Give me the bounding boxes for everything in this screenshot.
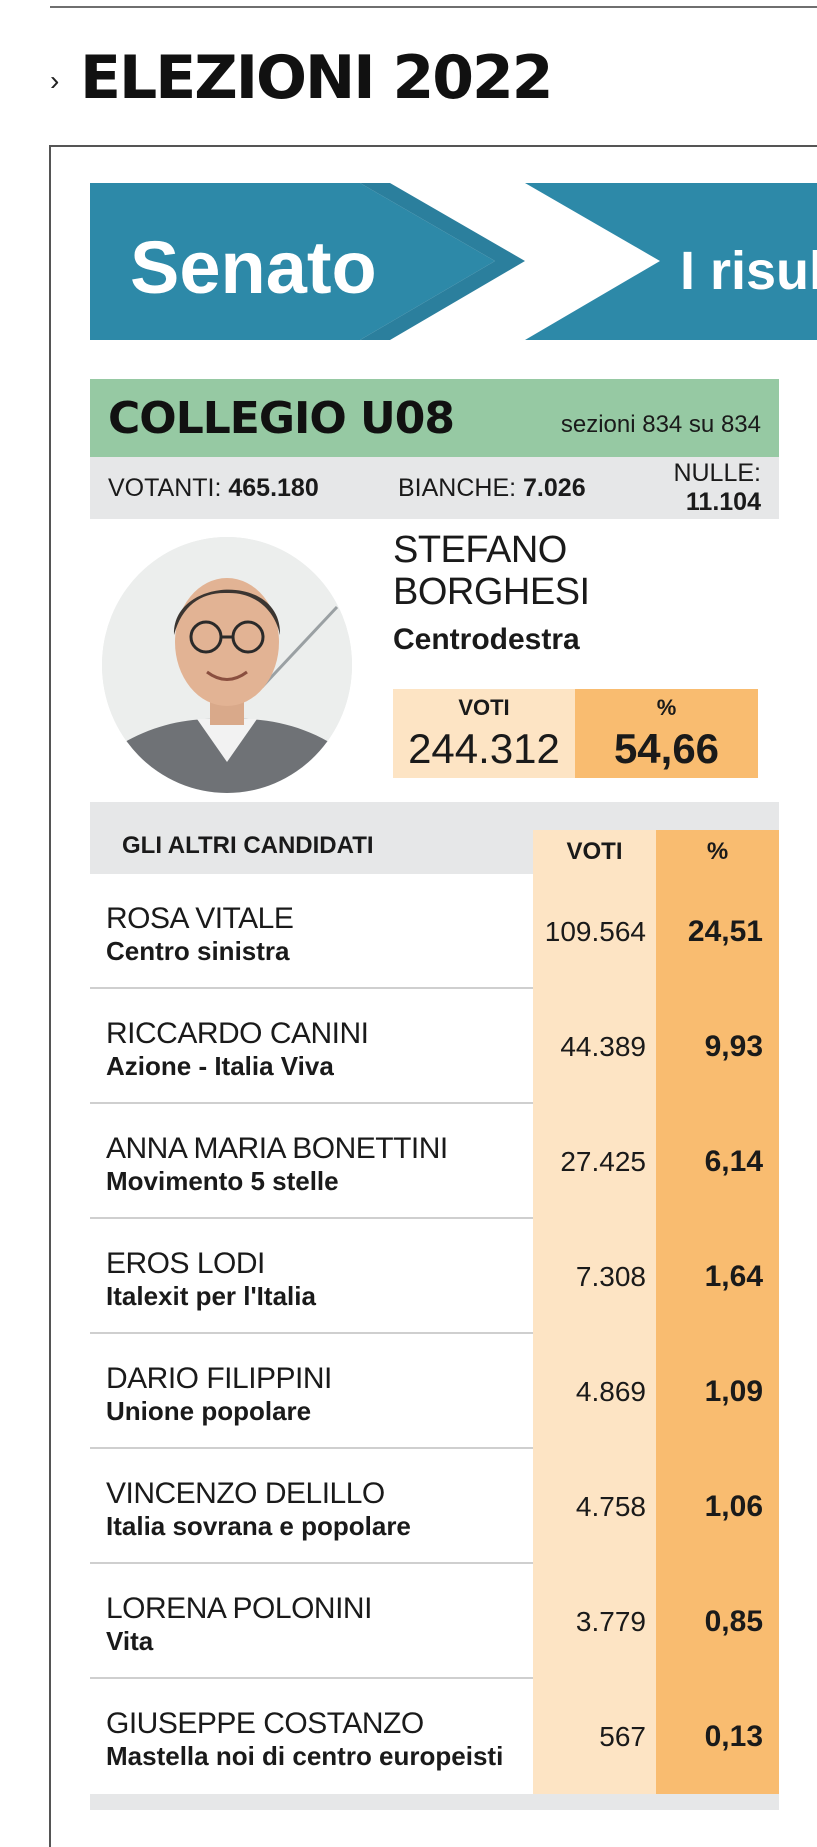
bianche-label: BIANCHE: <box>398 473 524 502</box>
votanti-value: 465.180 <box>228 473 319 502</box>
winner-name: STEFANO BORGHESI <box>393 529 590 613</box>
candidate-pct: 24,51 <box>656 874 779 989</box>
others-table-header: GLI ALTRI CANDIDATI VOTI % <box>90 802 779 874</box>
page-title[interactable]: ELEZIONI 2022 <box>80 43 553 113</box>
votanti-label: VOTANTI: <box>108 473 229 502</box>
others-title: GLI ALTRI CANDIDATI <box>122 832 374 859</box>
banner-left-text: Senato <box>130 226 377 309</box>
banner-right-text: I risult <box>680 241 817 301</box>
candidate-party: Vita <box>106 1626 154 1656</box>
winner-first-name: STEFANO <box>393 529 567 571</box>
candidate-voti: 44.389 <box>533 989 656 1104</box>
table-footer-band <box>90 1794 779 1810</box>
voti-column-header: VOTI <box>533 830 656 874</box>
table-row: ROSA VITALE Centro sinistra 109.564 24,5… <box>90 874 779 989</box>
section-header[interactable]: › ELEZIONI 2022 <box>50 38 553 118</box>
candidate-pct: 1,64 <box>656 1219 779 1334</box>
turnout-counts: VOTANTI: 465.180 BIANCHE: 7.026 NULLE: 1… <box>90 457 779 519</box>
collegio-name: COLLEGIO U08 <box>108 392 455 444</box>
candidate-party: Unione popolare <box>106 1396 312 1426</box>
winner-panel: STEFANO BORGHESI Centrodestra VOTI 244.3… <box>90 519 779 802</box>
candidate-voti: 109.564 <box>533 874 656 989</box>
candidate-name: GIUSEPPE COSTANZO <box>106 1707 424 1740</box>
winner-pct-cell: % 54,66 <box>575 689 758 778</box>
table-row: VINCENZO DELILLO Italia sovrana e popola… <box>90 1449 779 1564</box>
candidate-name: RICCARDO CANINI <box>106 1017 369 1050</box>
candidate-voti: 3.779 <box>533 1564 656 1679</box>
others-table: ROSA VITALE Centro sinistra 109.564 24,5… <box>90 874 779 1810</box>
winner-pct-value: 54,66 <box>613 725 720 772</box>
candidate-voti: 567 <box>533 1679 656 1794</box>
table-row: ANNA MARIA BONETTINI Movimento 5 stelle … <box>90 1104 779 1219</box>
candidate-pct: 0,85 <box>656 1564 779 1679</box>
sezioni-count: sezioni 834 su 834 <box>560 411 761 438</box>
banner-left-arrow-edge <box>360 183 525 340</box>
table-row: LORENA POLONINI Vita 3.779 0,85 <box>90 1564 779 1679</box>
banner-right-arrow <box>525 183 817 340</box>
candidate-party: Italexit per l'Italia <box>106 1281 316 1311</box>
candidate-portrait-icon <box>102 537 352 793</box>
candidate-voti: 7.308 <box>533 1219 656 1334</box>
table-row: EROS LODI Italexit per l'Italia 7.308 1,… <box>90 1219 779 1334</box>
table-row: GIUSEPPE COSTANZO Mastella noi di centro… <box>90 1679 779 1794</box>
bianche-count: BIANCHE: 7.026 <box>398 474 600 503</box>
votanti-count: VOTANTI: 465.180 <box>108 474 398 503</box>
avatar <box>102 537 352 793</box>
candidate-name: DARIO FILIPPINI <box>106 1362 332 1395</box>
content-frame <box>49 145 817 1847</box>
table-row: RICCARDO CANINI Azione - Italia Viva 44.… <box>90 989 779 1104</box>
candidate-party: Azione - Italia Viva <box>106 1051 334 1081</box>
pct-column-header: % <box>656 830 779 874</box>
bianche-value: 7.026 <box>523 473 586 502</box>
candidate-party: Mastella noi di centro europeisti <box>106 1741 504 1771</box>
banner-left-arrow <box>90 183 495 340</box>
candidate-pct: 9,93 <box>656 989 779 1104</box>
senato-banner: Senato I risult <box>90 183 817 340</box>
candidate-name: ROSA VITALE <box>106 902 294 935</box>
nulle-count: NULLE: 11.104 <box>600 459 761 517</box>
nulle-label: NULLE: <box>673 459 761 487</box>
candidate-party: Italia sovrana e popolare <box>106 1511 411 1541</box>
winner-pct-label: % <box>656 695 677 720</box>
chevron-right-icon[interactable]: › <box>50 65 60 96</box>
winner-party: Centrodestra <box>393 623 580 656</box>
nulle-value: 11.104 <box>685 488 761 516</box>
table-row: DARIO FILIPPINI Unione popolare 4.869 1,… <box>90 1334 779 1449</box>
banner-graphic: Senato I risult <box>90 183 817 340</box>
candidate-party: Movimento 5 stelle <box>106 1166 339 1196</box>
candidate-pct: 6,14 <box>656 1104 779 1219</box>
candidate-pct: 1,09 <box>656 1334 779 1449</box>
top-divider <box>50 6 817 8</box>
candidate-name: LORENA POLONINI <box>106 1592 372 1625</box>
winner-voti-value: 244.312 <box>408 725 560 772</box>
winner-voti-cell: VOTI 244.312 <box>393 689 575 778</box>
winner-result: VOTI 244.312 % 54,66 <box>393 689 758 778</box>
winner-voti-label: VOTI <box>458 695 510 720</box>
candidate-name: VINCENZO DELILLO <box>106 1477 385 1510</box>
candidate-party: Centro sinistra <box>106 936 290 966</box>
candidate-name: ANNA MARIA BONETTINI <box>106 1132 448 1165</box>
candidate-pct: 0,13 <box>656 1679 779 1794</box>
candidate-voti: 4.869 <box>533 1334 656 1449</box>
candidate-pct: 1,06 <box>656 1449 779 1564</box>
winner-last-name: BORGHESI <box>393 571 590 613</box>
collegio-header: COLLEGIO U08 sezioni 834 su 834 <box>90 379 779 457</box>
candidate-voti: 27.425 <box>533 1104 656 1219</box>
candidate-name: EROS LODI <box>106 1247 265 1280</box>
candidate-voti: 4.758 <box>533 1449 656 1564</box>
